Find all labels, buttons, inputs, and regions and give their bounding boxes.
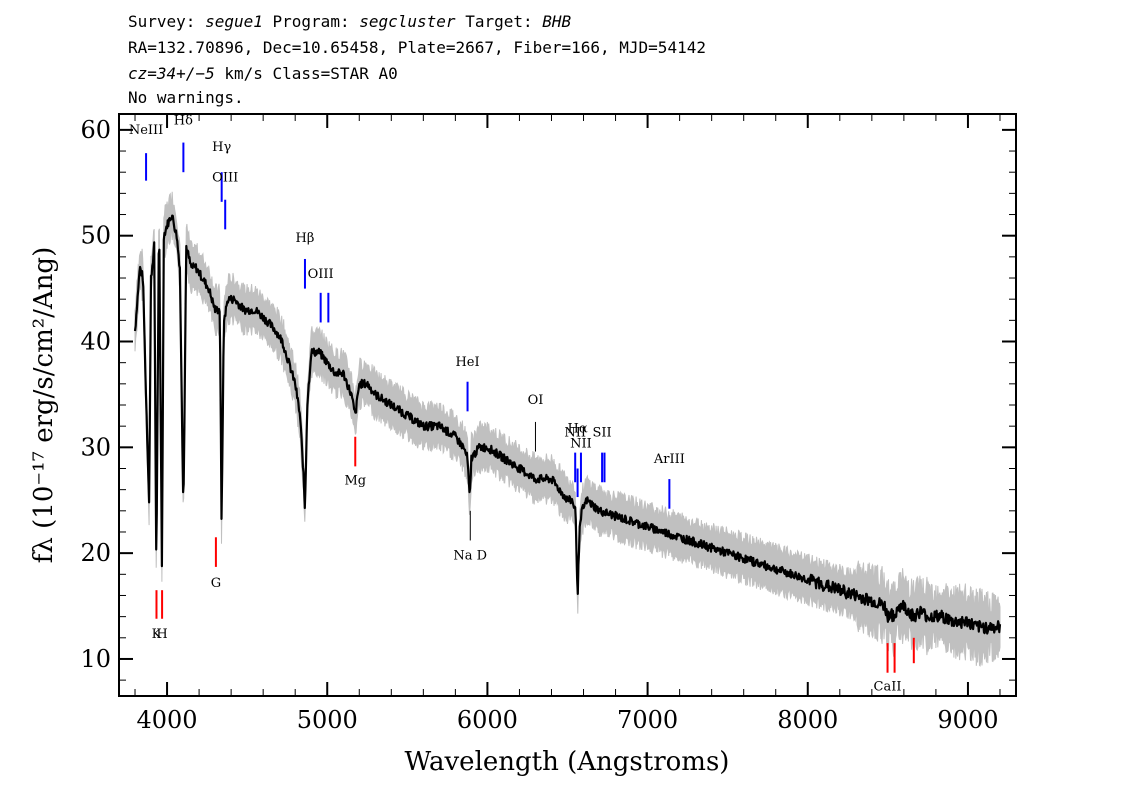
- x-tick-label: 8000: [777, 706, 838, 734]
- spectral-line-label: Hα: [568, 422, 588, 437]
- y-tick-label: 40: [80, 328, 111, 356]
- spectral-line-label: Mg: [344, 473, 366, 488]
- redshift-value: cz=34+/−5: [128, 64, 215, 83]
- header-line-1: Survey: segue1 Program: segcluster Targe…: [128, 12, 572, 31]
- spectral-line-label: HeI: [455, 355, 479, 370]
- spectral-line-label: ArIII: [653, 452, 685, 467]
- spectral-line-label: OIII: [212, 171, 238, 186]
- y-tick-label: 10: [80, 645, 111, 673]
- spectral-line-label: NeIII: [129, 123, 163, 138]
- spectral-line-label: K: [152, 627, 162, 642]
- x-tick-label: 5000: [297, 706, 358, 734]
- y-tick-label: 50: [80, 222, 111, 250]
- target-name: BHB: [542, 12, 572, 31]
- series-layer: [133, 214, 1002, 635]
- spectral-line-label: Hδ: [174, 114, 193, 129]
- x-axis-title: Wavelength (Angstroms): [405, 747, 730, 777]
- spectral-line-label: Na D: [453, 548, 487, 563]
- spectral-line-label: OIII: [308, 267, 334, 282]
- flux-series-line: [133, 214, 1002, 635]
- header-line-2: RA=132.70896, Dec=10.65458, Plate=2667, …: [128, 38, 706, 57]
- y-axis-title: fλ (10⁻¹⁷ erg/s/cm²/Ang): [29, 247, 59, 563]
- spectral-line-label: G: [211, 576, 221, 591]
- spectral-line-label: NII: [570, 436, 592, 451]
- y-tick-label: 30: [80, 433, 111, 461]
- spectral-line-label: H: [156, 627, 167, 642]
- survey-name: segue1: [205, 12, 263, 31]
- ticks-layer: 4000 5000 6000 7000 8000 9000 10 20 30 40 50 60: [80, 114, 1016, 734]
- x-tick-label: 9000: [937, 706, 998, 734]
- header-warnings: No warnings.: [128, 88, 244, 107]
- program-name: segcluster: [359, 12, 456, 31]
- spectral-line-label: Hβ: [296, 231, 315, 246]
- spectral-line-label: OI: [528, 393, 544, 408]
- spectral-line-label: CaII: [874, 680, 902, 695]
- spectral-line-label: NII: [564, 426, 586, 441]
- x-tick-label: 4000: [137, 706, 198, 734]
- x-tick-label: 7000: [617, 706, 678, 734]
- y-tick-label: 20: [80, 539, 111, 567]
- header-line-3: cz=34+/−5 km/s Class=STAR A0: [128, 64, 398, 83]
- spectral-line-label: SII: [593, 426, 612, 441]
- y-tick-label: 60: [80, 116, 111, 144]
- x-tick-label: 6000: [457, 706, 518, 734]
- spectral-lines-layer: NeIIIHδHγOIIIHβOIIIHeIOINIIHαNIISIIArIII…: [129, 114, 915, 695]
- spectral-line-label: Hγ: [212, 140, 231, 155]
